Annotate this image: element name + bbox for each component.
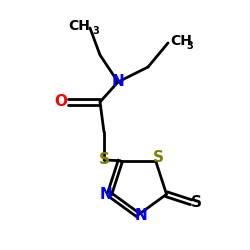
- Text: S: S: [98, 152, 110, 168]
- Text: S: S: [153, 150, 164, 165]
- Text: N: N: [100, 187, 113, 202]
- Text: CH: CH: [170, 34, 192, 48]
- Text: 3: 3: [186, 41, 193, 51]
- Text: N: N: [134, 208, 147, 224]
- Text: CH: CH: [68, 19, 90, 33]
- Text: 3: 3: [92, 26, 99, 36]
- Text: O: O: [54, 94, 68, 110]
- Text: S: S: [191, 195, 202, 210]
- Text: N: N: [112, 74, 124, 90]
